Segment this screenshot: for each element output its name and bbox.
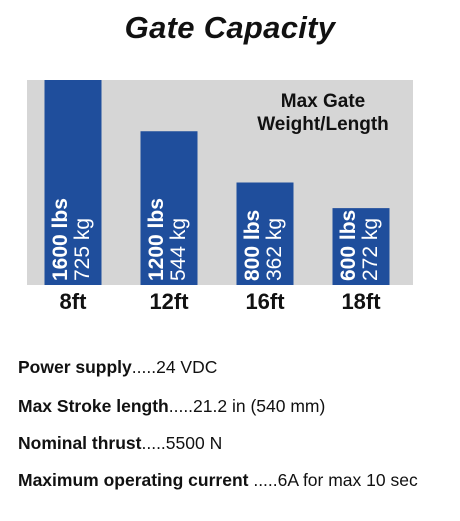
bars-group: 1600 lbs 725 kg 1200 lbs 544 kg 800 lbs 362 k… <box>44 80 390 285</box>
spec-value: .....21.2 in (540 mm) <box>168 396 326 416</box>
chart-title: Gate Capacity <box>124 10 336 45</box>
spec-label: Maximum operating current <box>18 470 249 490</box>
x-tick-label: 16ft <box>245 289 285 314</box>
x-tick-label: 12ft <box>149 289 189 314</box>
bar-label-primary: 1200 lbs <box>145 198 168 281</box>
x-tick-label: 18ft <box>341 289 381 314</box>
spec-label: Max Stroke length <box>18 396 169 416</box>
spec-label: Power supply <box>18 357 132 377</box>
chart-annotation-line2: Weight/Length <box>257 114 389 135</box>
bar-label-primary: 600 lbs <box>337 210 360 281</box>
bar-label-primary: 800 lbs <box>241 210 264 281</box>
spec-value: .....5500 N <box>141 433 223 453</box>
bar-label-secondary: 725 kg <box>71 218 94 281</box>
spec-max-operating-current: Maximum operating current .....6A for ma… <box>18 469 418 491</box>
spec-value: .....6A for max 10 sec <box>248 470 418 490</box>
spec-max-stroke-length: Max Stroke length.....21.2 in (540 mm) <box>18 395 325 417</box>
bar-16ft <box>236 182 294 285</box>
bar-label-secondary: 544 kg <box>167 218 190 281</box>
gate-capacity-chart: 1600 lbs 725 kg 1200 lbs 544 kg 800 lbs 362 k… <box>27 80 413 314</box>
bar-18ft <box>332 208 390 285</box>
spec-value: .....24 VDC <box>131 357 218 377</box>
bar-label-primary: 1600 lbs <box>49 198 72 281</box>
bar-label-secondary: 362 kg <box>263 218 286 281</box>
bar-8ft <box>44 80 102 285</box>
chart-annotation-line1: Max Gate <box>281 91 365 112</box>
x-tick-label: 8ft <box>60 289 88 314</box>
spec-power-supply: Power supply.....24 VDC <box>18 356 217 378</box>
x-tick-labels: 8ft 12ft 16ft 18ft <box>60 289 382 314</box>
spec-nominal-thrust: Nominal thrust.....5500 N <box>18 432 222 454</box>
bar-label-secondary: 272 kg <box>359 218 382 281</box>
spec-label: Nominal thrust <box>18 433 142 453</box>
bar-12ft <box>140 131 198 285</box>
